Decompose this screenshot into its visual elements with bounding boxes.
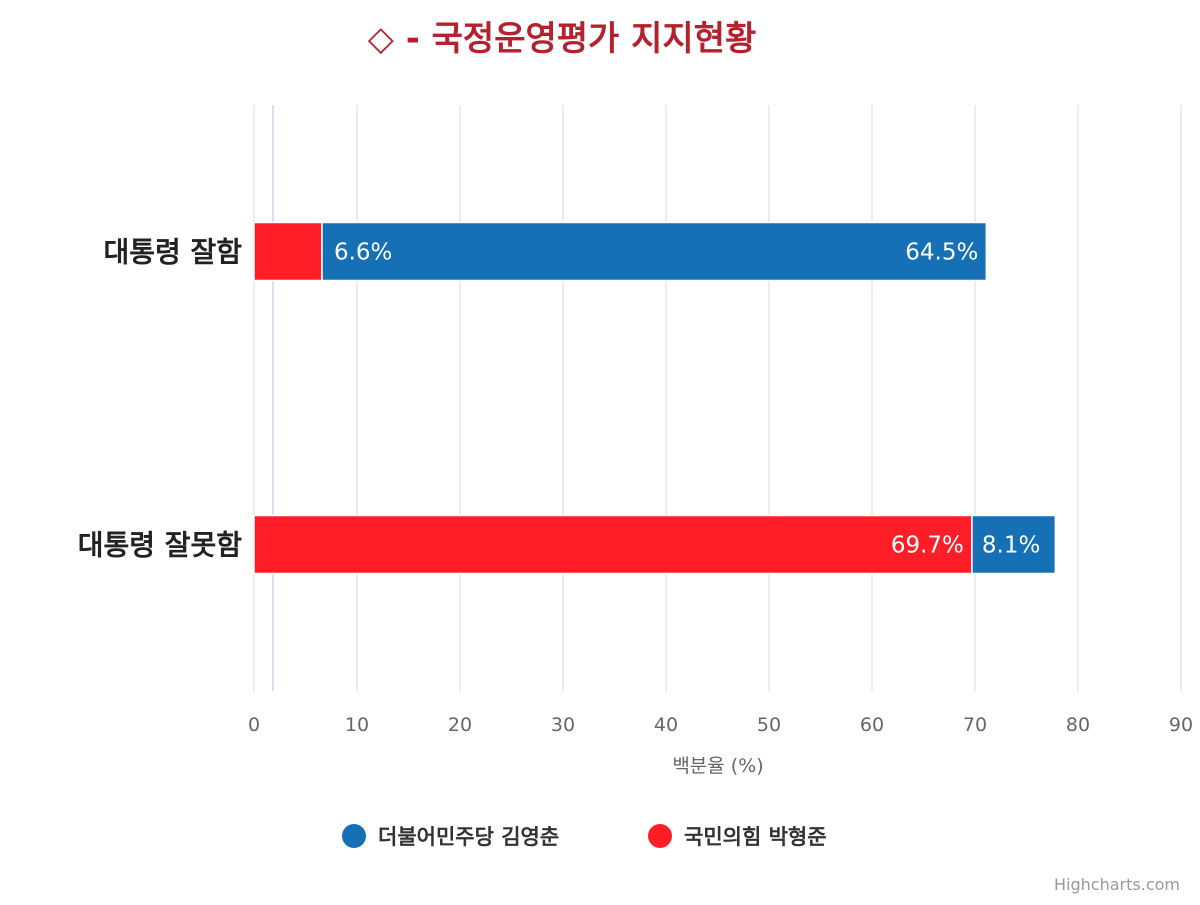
legend: 더불어민주당 김영춘 국민의힘 박형준 <box>342 824 827 849</box>
data-label: 69.7% <box>891 533 964 559</box>
x-tick-label: 70 <box>963 714 987 736</box>
x-tick-label: 80 <box>1066 714 1090 736</box>
x-tick-label: 20 <box>448 714 472 736</box>
data-label: 6.6% <box>334 240 392 266</box>
x-tick-label: 60 <box>860 714 884 736</box>
x-tick-label: 30 <box>551 714 575 736</box>
x-tick-label: 0 <box>248 714 260 736</box>
legend-marker-series-1 <box>648 824 672 848</box>
category-label: 대통령 잘못함 <box>78 529 243 562</box>
data-label: 64.5% <box>905 240 978 266</box>
legend-label-series-0: 더불어민주당 김영춘 <box>378 825 559 849</box>
bar-series-0-cat-1[interactable] <box>971 514 1057 575</box>
legend-label-series-1: 국민의힘 박형준 <box>684 825 827 849</box>
chart-title: ◇ - 국정운영평가 지지현황 <box>368 19 757 59</box>
x-tick-label: 50 <box>757 714 781 736</box>
bar-series-1-cat-0[interactable] <box>253 221 323 282</box>
grid-lines <box>253 105 1182 691</box>
x-axis-title: 백분율 (%) <box>672 755 763 777</box>
label-layer: 0 10 20 30 40 50 60 70 80 90 대통령 잘함 6.6% 64.5% 대통령 잘못… <box>78 236 1193 737</box>
x-tick-label: 10 <box>345 714 369 736</box>
bar-series-0-cat-0[interactable] <box>321 221 988 282</box>
legend-marker-series-0 <box>342 824 366 848</box>
x-tick-label: 40 <box>654 714 678 736</box>
legend-item-series-0[interactable]: 더불어민주당 김영춘 <box>342 824 559 849</box>
credits-link[interactable]: Highcharts.com <box>1054 875 1180 894</box>
category-label: 대통령 잘함 <box>103 236 242 269</box>
legend-item-series-1[interactable]: 국민의힘 박형준 <box>648 824 827 849</box>
bar-layer <box>253 221 1057 575</box>
x-tick-label: 90 <box>1169 714 1193 736</box>
data-label: 8.1% <box>982 533 1040 559</box>
bar-series-1-cat-1[interactable] <box>253 514 973 575</box>
